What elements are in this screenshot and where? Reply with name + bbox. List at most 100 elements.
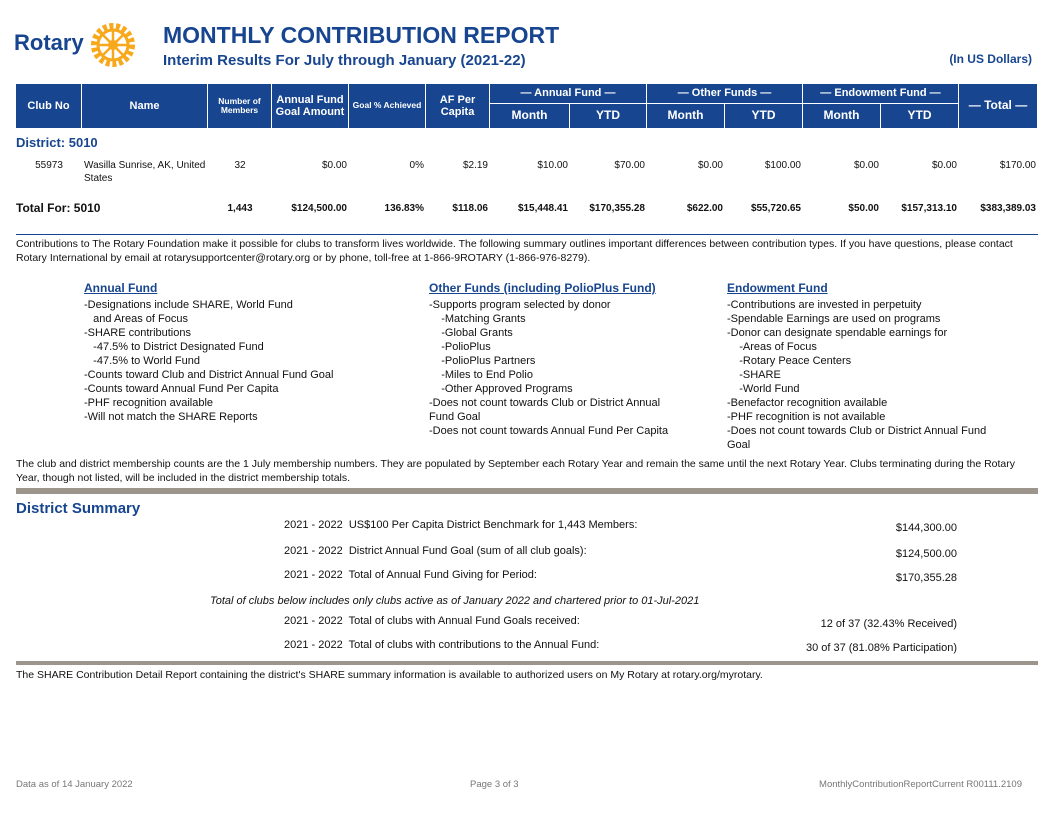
district-label: District: 5010	[16, 135, 98, 150]
total-cell: 136.83%	[384, 203, 424, 214]
fund-line: -World Fund	[727, 383, 800, 395]
currency-note: (In US Dollars)	[949, 52, 1032, 66]
fund-line: -Other Approved Programs	[429, 383, 573, 395]
fund-line: -Supports program selected by donor	[429, 299, 611, 311]
title: MONTHLY CONTRIBUTION REPORT	[163, 22, 560, 48]
cell: $0.00	[853, 160, 879, 171]
total-cell: $118.06	[452, 203, 488, 214]
column-header: Club No	[16, 84, 82, 129]
cell: 32	[234, 160, 246, 171]
cell: Wasilla Sunrise, AK, United States	[84, 160, 206, 184]
fund-line: -SHARE	[727, 369, 781, 381]
summary-title: District Summary	[16, 500, 141, 517]
sub-header: YTD	[881, 104, 959, 129]
group-header: — Endowment Fund —	[803, 84, 959, 104]
column-header: Goal % Achieved	[349, 84, 426, 129]
fund-line: -Spendable Earnings are used on programs	[727, 313, 941, 325]
group-header: — Other Funds —	[647, 84, 803, 104]
cell: $10.00	[537, 160, 568, 171]
fund-line: -Benefactor recognition available	[727, 397, 888, 409]
fund-title: Annual Fund	[84, 281, 158, 295]
fund-line: -Donor can designate spendable earnings …	[727, 327, 948, 339]
fund-line: and Areas of Focus	[84, 313, 188, 325]
total-cell: $170,355.28	[589, 203, 645, 214]
divider	[16, 488, 1038, 494]
column-header: — Total —	[959, 84, 1038, 129]
total-cell: Total For: 5010	[16, 201, 101, 215]
sub-header: Month	[803, 104, 881, 129]
summary-value: $144,300.00	[895, 522, 957, 534]
subtitle: Interim Results For July through January…	[163, 52, 526, 69]
summary-label: 2021 - 2022 Total of clubs with contribu…	[284, 639, 600, 651]
summary-value: $124,500.00	[895, 548, 957, 560]
sub-header: YTD	[725, 104, 803, 129]
fund-line: -Miles to End Polio	[429, 369, 533, 381]
summary-label: 2021 - 2022 District Annual Fund Goal (s…	[284, 545, 587, 557]
fund-line: -47.5% to World Fund	[84, 355, 200, 367]
share-note: The SHARE Contribution Detail Report con…	[16, 669, 763, 681]
fund-line: -Matching Grants	[429, 313, 526, 325]
column-header: AF Per Capita	[426, 84, 490, 129]
fund-title: Other Funds (including PolioPlus Fund)	[429, 281, 656, 295]
column-header: Annual Fund Goal Amount	[272, 84, 349, 129]
fund-line: -Rotary Peace Centers	[727, 355, 852, 367]
fund-line: -Counts toward Annual Fund Per Capita	[84, 383, 279, 395]
total-cell: $622.00	[686, 203, 723, 214]
column-header: Number of Members	[208, 84, 272, 129]
group-header: — Annual Fund —	[490, 84, 647, 104]
fund-line: -PHF recognition is not available	[727, 411, 886, 423]
fund-line: -Does not count towards Club or District…	[429, 397, 661, 409]
cell: $70.00	[614, 160, 645, 171]
fund-line: -Does not count towards Club or District…	[727, 425, 987, 437]
fund-title: Endowment Fund	[727, 281, 828, 295]
cell: 0%	[409, 160, 424, 171]
cell: $170.00	[999, 160, 1036, 171]
sub-header: Month	[647, 104, 725, 129]
summary-value: $170,355.28	[895, 572, 957, 584]
cell: $0.00	[931, 160, 957, 171]
membership-note: The club and district membership counts …	[16, 458, 1016, 484]
fund-line: -Will not match the SHARE Reports	[84, 411, 258, 423]
fund-line: Fund Goal	[429, 411, 481, 423]
fund-line: -Counts toward Club and District Annual …	[84, 369, 334, 381]
fund-line: -Global Grants	[429, 327, 513, 339]
cell: $2.19	[462, 160, 488, 171]
total-cell: $15,448.41	[517, 203, 568, 214]
cell: $100.00	[764, 160, 801, 171]
summary-value: 30 of 37 (81.08% Participation)	[805, 642, 957, 654]
summary-value: 12 of 37 (32.43% Received)	[820, 618, 957, 630]
footer-right: MonthlyContributionReportCurrent R00111.…	[819, 779, 1022, 790]
rotary-wheel	[91, 23, 135, 67]
total-cell: 1,443	[227, 203, 253, 214]
total-cell: $383,389.03	[980, 203, 1036, 214]
total-cell: $55,720.65	[750, 203, 801, 214]
cell: $0.00	[697, 160, 723, 171]
sub-header: Month	[490, 104, 570, 129]
footer-left: Data as of 14 January 2022	[16, 779, 133, 790]
summary-label: 2021 - 2022 Total of clubs with Annual F…	[284, 615, 580, 627]
fund-line: -Does not count towards Annual Fund Per …	[429, 425, 669, 437]
divider	[16, 661, 1038, 665]
fund-line: -PolioPlus	[429, 341, 491, 353]
footer-center: Page 3 of 3	[470, 779, 519, 790]
sub-header: YTD	[570, 104, 647, 129]
cell: $0.00	[321, 160, 347, 171]
summary-label: 2021 - 2022 Total of Annual Fund Giving …	[284, 569, 537, 581]
fund-line: Goal	[727, 439, 751, 451]
fund-line: -Areas of Focus	[727, 341, 817, 353]
fund-line: -47.5% to District Designated Fund	[84, 341, 264, 353]
summary-note: Total of clubs below includes only clubs…	[210, 595, 700, 607]
fund-line: -SHARE contributions	[84, 327, 191, 339]
cell: 55973	[35, 160, 63, 171]
rule	[16, 234, 1038, 235]
fund-line: -Designations include SHARE, World Fund	[84, 299, 293, 311]
total-cell: $50.00	[848, 203, 879, 214]
column-header: Name	[82, 84, 208, 129]
total-cell: $124,500.00	[291, 203, 347, 214]
fund-line: -PHF recognition available	[84, 397, 214, 409]
fund-line: -Contributions are invested in perpetuit…	[727, 299, 922, 311]
summary-label: 2021 - 2022 US$100 Per Capita District B…	[284, 519, 638, 531]
logo-text: Rotary	[14, 30, 84, 55]
fund-line: -PolioPlus Partners	[429, 355, 536, 367]
